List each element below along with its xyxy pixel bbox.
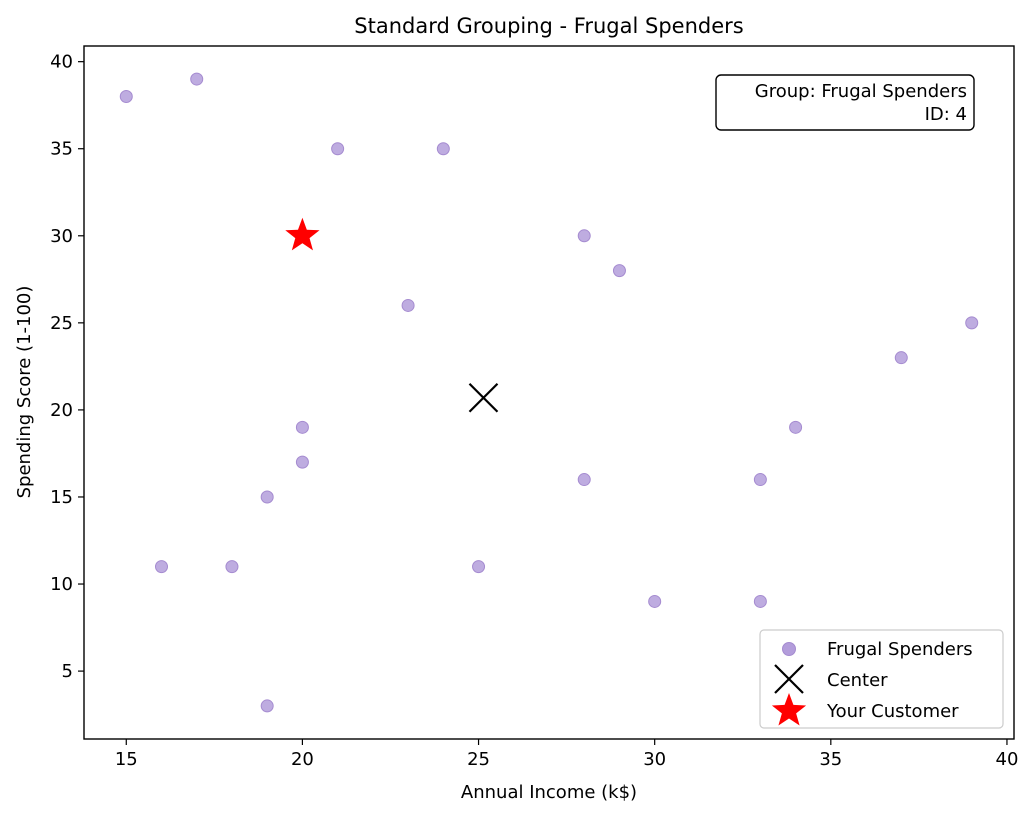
y-tick-label: 15 [50, 487, 73, 508]
frugal-spender-point [260, 699, 274, 713]
x-tick-label: 25 [467, 749, 490, 770]
frugal-spender-point [753, 594, 767, 608]
frugal-spender-point [894, 351, 908, 365]
x-axis-label: Annual Income (k$) [461, 782, 637, 803]
legend-frugal-label: Frugal Spenders [827, 639, 973, 660]
frugal-spender-point [190, 72, 204, 86]
x-tick-label: 40 [996, 749, 1019, 770]
y-tick-label: 35 [50, 139, 73, 160]
frugal-spender-point [119, 89, 133, 103]
frugal-spender-point [295, 420, 309, 434]
frugal-spender-point [155, 560, 168, 574]
frugal-spender-point [331, 142, 345, 156]
frugal-spender-point [577, 473, 591, 487]
chart-title: Standard Grouping - Frugal Spenders [354, 14, 743, 38]
legend-frugal-marker [782, 642, 796, 656]
legend-center-label: Center [827, 670, 888, 691]
y-tick-label: 10 [50, 574, 73, 595]
frugal-spender-point [753, 473, 767, 487]
frugal-spender-point [612, 264, 626, 278]
y-tick-label: 25 [50, 313, 73, 334]
annotation-frame [715, 74, 975, 131]
x-tick-label: 35 [819, 749, 842, 770]
y-tick-label: 30 [50, 226, 73, 247]
frugal-spender-point [789, 420, 803, 434]
y-tick-label: 5 [62, 661, 73, 682]
frugal-spender-point [965, 316, 979, 330]
frugal-spender-point [648, 594, 662, 608]
x-tick-label: 30 [643, 749, 666, 770]
legend-customer-marker [771, 693, 807, 726]
your-customer-star [285, 217, 320, 251]
y-tick-label: 20 [50, 400, 73, 421]
frugal-spender-point [472, 560, 486, 574]
frugal-spender-point [577, 229, 591, 243]
frugal-spender-point [401, 298, 415, 312]
annotation-id-label: ID: 4 [925, 104, 967, 125]
frugal-spender-point [436, 142, 450, 156]
annotation-group-label: Group: Frugal Spenders [755, 81, 967, 102]
y-axis-label: Spending Score (1-100) [14, 286, 35, 499]
legend-frame [759, 629, 1004, 729]
legend: Frugal Spenders Center Your Customer [759, 629, 1004, 729]
y-tick-label: 40 [50, 52, 73, 73]
x-tick-label: 15 [115, 749, 138, 770]
legend-center-marker [774, 664, 804, 694]
frugal-spender-point [260, 490, 274, 504]
frugal-spender-point [295, 455, 309, 469]
legend-customer-label: Your Customer [826, 701, 959, 722]
frugal-spender-point [225, 560, 239, 574]
plot-frame [83, 45, 1015, 740]
x-tick-label: 20 [291, 749, 314, 770]
annotation-box: Group: Frugal Spenders ID: 4 [715, 74, 975, 131]
center-marker [468, 382, 499, 413]
